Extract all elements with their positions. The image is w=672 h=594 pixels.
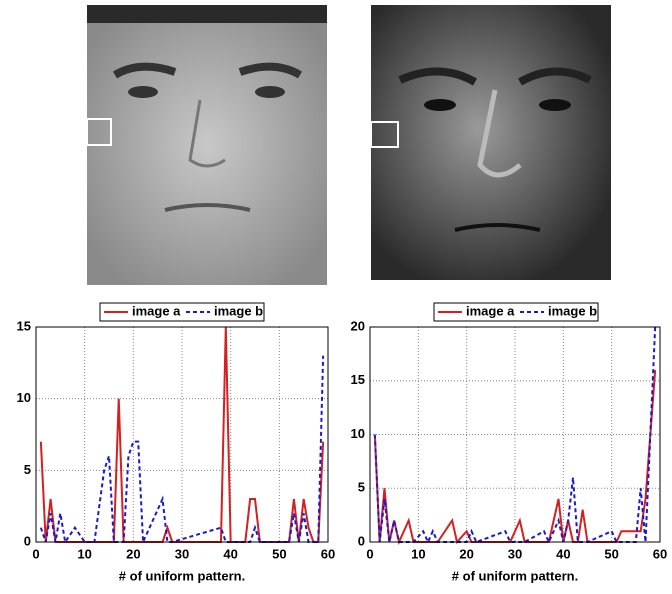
y-tick-label: 20 — [351, 318, 365, 333]
x-tick-label: 10 — [411, 546, 425, 561]
y-tick-label: 5 — [24, 462, 31, 477]
legend-box — [99, 302, 265, 322]
x-tick-label: 60 — [653, 546, 667, 561]
x-tick-label: 20 — [459, 546, 473, 561]
face-image-a — [86, 5, 327, 285]
x-tick-label: 0 — [366, 546, 373, 561]
legend-label: image a — [466, 303, 515, 318]
x-tick-label: 50 — [604, 546, 618, 561]
x-tick-label: 20 — [126, 546, 140, 561]
legend-label: image a — [132, 303, 181, 318]
x-tick-label: 50 — [272, 546, 286, 561]
plot-frame — [35, 326, 329, 543]
y-tick-label: 10 — [351, 426, 365, 441]
x-tick-label: 40 — [556, 546, 570, 561]
x-axis-label: # of uniform pattern. — [452, 568, 578, 583]
x-tick-label: 0 — [32, 546, 39, 561]
y-tick-label: 0 — [24, 533, 31, 548]
y-tick-label: 15 — [351, 372, 365, 387]
x-tick-label: 60 — [321, 546, 335, 561]
legend-box — [433, 302, 599, 322]
plot-frame — [369, 326, 661, 543]
legend-label: image b — [548, 303, 597, 318]
x-tick-label: 10 — [77, 546, 91, 561]
x-tick-label: 40 — [223, 546, 237, 561]
x-tick-label: 30 — [175, 546, 189, 561]
y-tick-label: 10 — [17, 390, 31, 405]
y-tick-label: 5 — [358, 480, 365, 495]
x-axis-label: # of uniform pattern. — [119, 568, 245, 583]
face-image-b — [370, 5, 611, 280]
series-line — [39, 355, 325, 545]
legend-label: image b — [214, 303, 263, 318]
x-tick-label: 30 — [508, 546, 522, 561]
y-tick-label: 15 — [17, 318, 31, 333]
y-tick-label: 0 — [358, 533, 365, 548]
plot-area — [36, 327, 328, 542]
